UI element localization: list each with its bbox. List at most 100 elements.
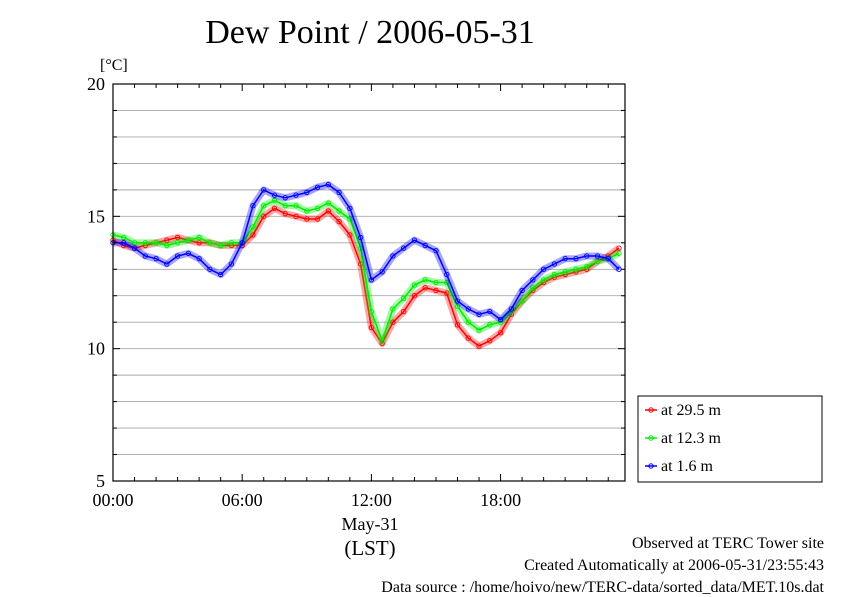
data-point [594,253,601,259]
data-point [433,287,439,294]
data-point [218,271,224,278]
data-point [562,256,568,262]
axes: 5 10 15 20 00:00 06:00 12:00 18:00 [87,74,625,510]
data-point [584,263,590,270]
data-point [196,240,202,246]
data-point [121,234,127,241]
data-point [207,240,213,246]
data-point [562,269,568,275]
x-tick-label: 18:00 [480,490,521,510]
chart-title: Dew Point / 2006-05-31 [205,14,535,51]
data-point [250,232,256,238]
data-point [196,256,202,262]
data-point [401,308,407,315]
data-point [390,306,396,312]
data-point [530,285,536,291]
data-point [573,266,579,272]
data-point [465,335,471,341]
data-point [454,322,461,328]
x-tick-label: 00:00 [92,490,133,510]
y-tick-label: 5 [96,471,105,491]
data-point [228,240,235,246]
data-point [293,203,299,209]
data-point [314,184,321,190]
data-point [519,298,525,304]
plot-frame [112,83,626,482]
legend-label: at 29.5 m [661,402,722,419]
data-point [368,308,375,315]
data-point [411,237,418,243]
data-point [487,338,493,344]
data-point [454,298,461,304]
data-point [304,189,310,196]
data-point [347,205,353,212]
data-point [411,293,418,299]
data-point [476,343,482,349]
data-point [164,242,170,249]
data-point [131,245,138,251]
data-point [250,224,256,230]
data-point [497,330,504,336]
data-point [465,306,471,312]
data-point [142,240,148,246]
legend-label: at 12.3 m [661,430,722,447]
data-point [422,277,428,283]
data-point [228,261,235,267]
data-point [218,242,224,249]
data-point [207,266,213,272]
data-point [325,200,331,206]
data-point [584,253,590,259]
data-point [422,285,428,291]
data-point [325,181,331,188]
y-tick-label: 10 [87,339,105,359]
data-point [271,192,278,198]
data-point [476,311,482,317]
data-point [379,269,385,275]
data-point [164,237,170,243]
data-point [131,240,138,246]
x-axis-date-label: May-31 [342,514,399,534]
data-point [379,338,385,344]
data-point [487,322,493,328]
data-point [293,192,299,198]
footer-source: Data source : /home/hoivo/new/TERC-data/… [381,579,824,596]
data-point [196,234,202,241]
data-point [314,216,321,222]
data-point [347,232,353,238]
data-point [282,211,288,217]
data-point [261,203,267,209]
footer-site: Observed at TERC Tower site [631,535,824,552]
y-axis-label: [°C] [100,57,128,74]
data-point [164,261,170,267]
data-point [174,253,181,259]
data-point [282,203,288,209]
data-point [605,256,611,262]
data-point [357,234,364,241]
data-point [530,277,536,283]
data-point [271,197,278,204]
data-point [368,277,375,283]
data-point [250,203,256,209]
data-point [347,216,353,222]
data-point [465,319,471,325]
data-point [153,240,159,246]
data-point [368,324,375,331]
legend-marker [648,407,654,413]
data-point [174,234,181,241]
data-point [411,282,418,288]
data-point [616,250,622,257]
data-point [336,189,342,196]
data-point [304,208,310,214]
data-point [336,218,342,225]
data-point [519,287,525,294]
data-point [271,205,278,212]
data-point [293,213,299,219]
x-tick-label: 06:00 [222,490,263,510]
data-point [433,248,439,254]
data-point [487,308,493,315]
data-point [508,306,514,312]
data-point [551,271,558,278]
data-point [314,205,321,212]
legend-box [637,395,823,483]
